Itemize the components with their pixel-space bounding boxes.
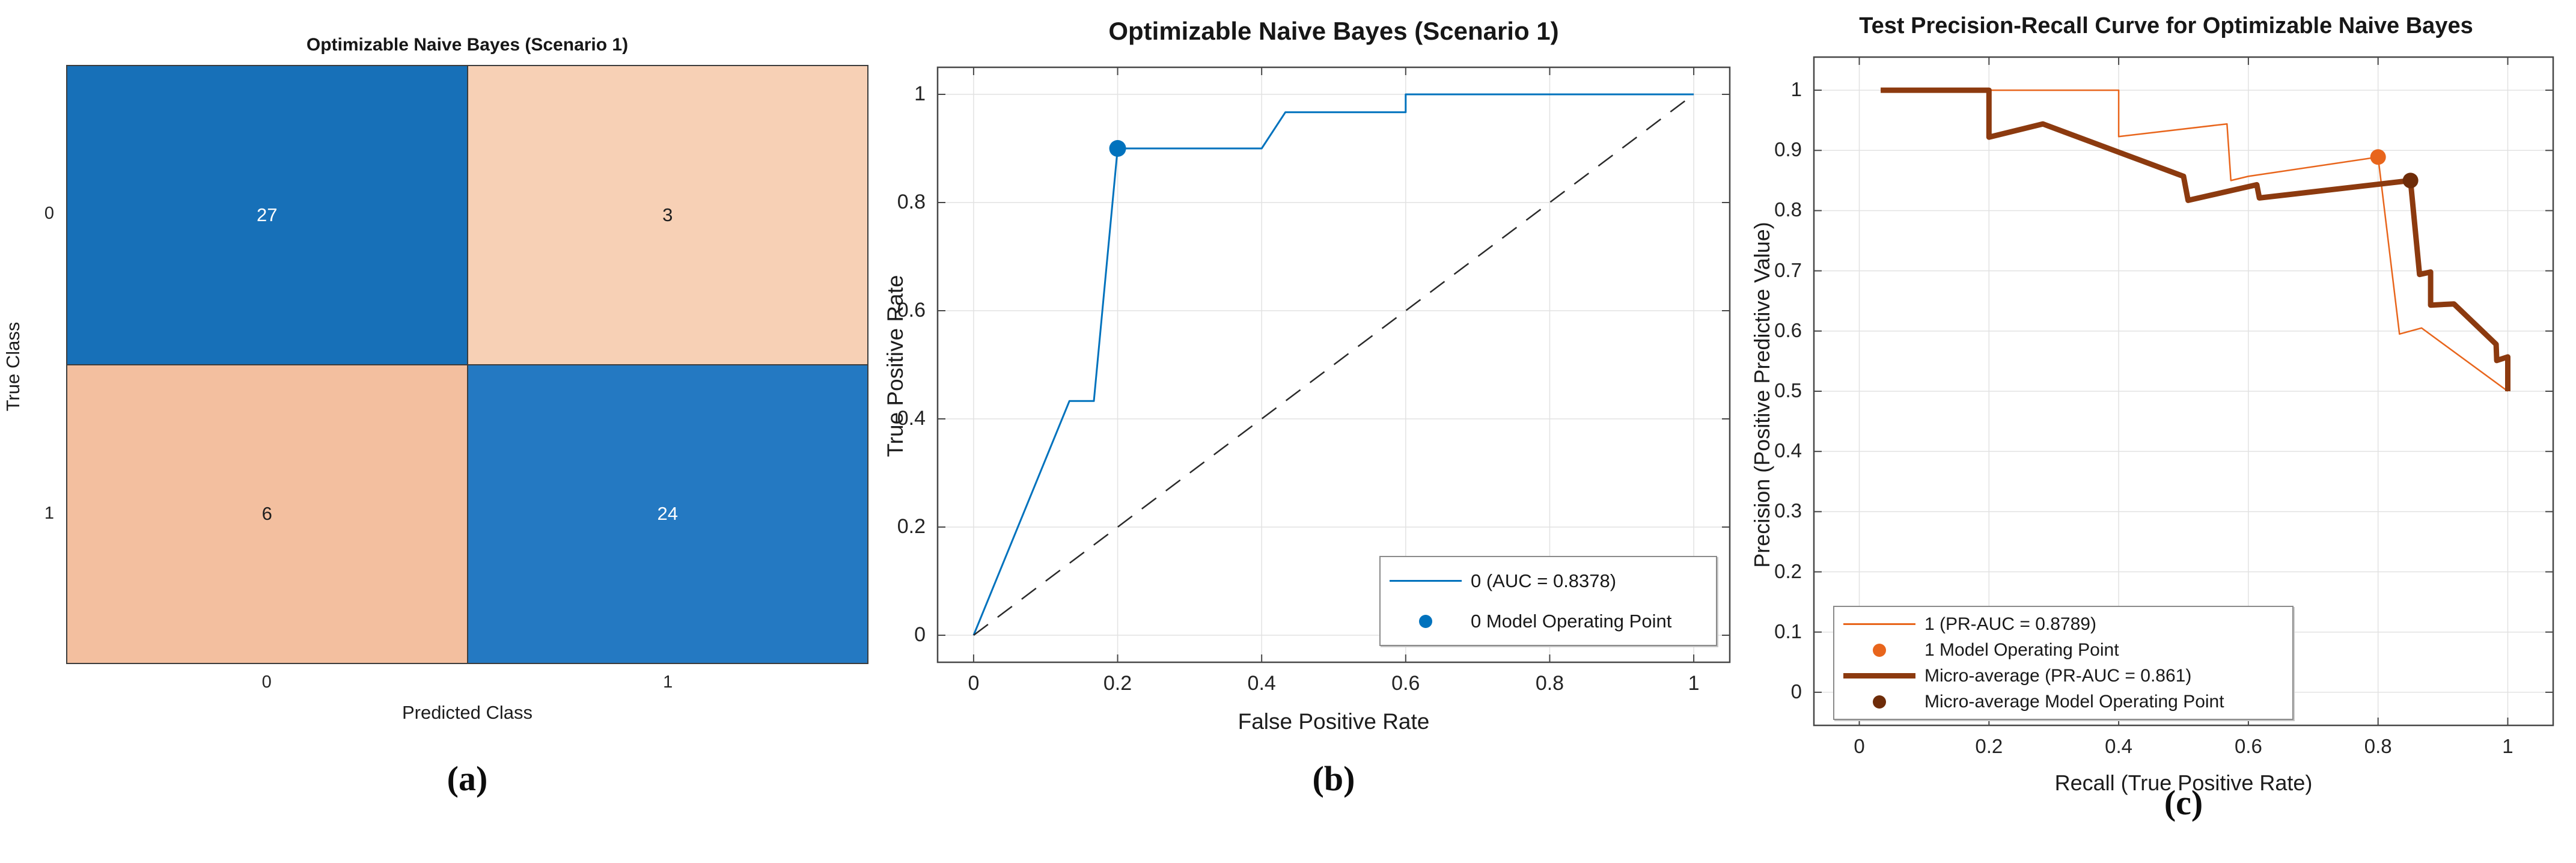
pr-ytick-label: 0.9: [1774, 138, 1802, 161]
confusion-title: Optimizable Naive Bayes (Scenario 1): [306, 35, 629, 55]
roc-ytick-label: 0.4: [897, 407, 926, 430]
pr-ytick-label: 0.4: [1774, 439, 1802, 462]
roc-series-curve: [972, 93, 1694, 636]
roc-series-curve: [973, 94, 1694, 636]
confusion-cell: 24: [468, 365, 867, 663]
roc-ytick-label: 0.6: [897, 299, 926, 322]
pr-xtick-label: 0.6: [2234, 735, 2262, 757]
legend-entry: 1 Model Operating Point: [1834, 637, 2292, 663]
roc-ytick-label: 0.8: [897, 191, 926, 213]
legend-label: 1 (PR-AUC = 0.8789): [1924, 614, 2096, 634]
confusion-cell: 27: [67, 66, 467, 364]
confusion-xtick-label: 0: [261, 672, 272, 692]
legend-entry: 1 (PR-AUC = 0.8789): [1834, 611, 2292, 637]
legend-sample-line: [1834, 673, 1924, 679]
legend-entry: 0 (AUC = 0.8378): [1381, 561, 1716, 601]
confusion-cell: 6: [67, 365, 467, 663]
pr-ytick-label: 0.5: [1774, 379, 1802, 401]
pr-ytick-label: 0.6: [1774, 319, 1802, 341]
legend-label: 0 Model Operating Point: [1471, 610, 1672, 632]
pr-ytick-label: 0.1: [1774, 620, 1802, 642]
roc-ytick-label: 1: [914, 82, 926, 105]
pr-ytick-label: 0.7: [1774, 258, 1802, 281]
confusion-cell: 3: [468, 66, 867, 364]
pr-series-curve: [1881, 89, 2509, 392]
confusion-ytick-label: 0: [44, 204, 54, 224]
pr-plot-canvas: [1813, 56, 2554, 727]
legend-sample-dot: [1834, 643, 1924, 657]
pr-ytick-label: 0.3: [1774, 499, 1802, 522]
roc-xtick-label: 0.2: [1103, 672, 1132, 695]
pr-xtick-label: 0.4: [2105, 735, 2133, 757]
legend-sample-dot: [1381, 614, 1471, 628]
pr-xtick-label: 0.8: [2364, 735, 2392, 757]
roc-title: Optimizable Naive Bayes (Scenario 1): [1108, 17, 1559, 45]
confusion-ylabel: True Class: [2, 322, 23, 412]
legend-label: Micro-average (PR-AUC = 0.861): [1924, 665, 2192, 686]
pr-operating-point-marker: [2370, 149, 2386, 165]
confusion-matrix-grid: 27 3 6 24: [66, 65, 868, 664]
confusion-ytick-label: 1: [44, 503, 54, 523]
pr-ytick-label: 0.2: [1774, 560, 1802, 582]
caption-c: (c): [2164, 783, 2203, 822]
legend-label: Micro-average Model Operating Point: [1924, 691, 2224, 712]
pr-operating-point-marker: [2402, 172, 2419, 189]
roc-xtick-label: 0.8: [1535, 672, 1564, 695]
axes-box: [936, 66, 1731, 663]
roc-xtick-label: 1: [1688, 672, 1700, 695]
legend-label: 0 (AUC = 0.8378): [1471, 570, 1617, 591]
roc-xtick-label: 0.4: [1247, 672, 1276, 695]
legend-sample-line: [1381, 580, 1471, 582]
caption-a: (a): [447, 759, 488, 798]
roc-legend: 0 (AUC = 0.8378) 0 Model Operating Point: [1379, 556, 1717, 646]
pr-ytick-label: 0.8: [1774, 198, 1802, 221]
roc-plot-canvas: [936, 66, 1731, 663]
legend-sample-line: [1834, 623, 1924, 625]
caption-b: (b): [1312, 759, 1355, 798]
roc-ytick-label: 0: [914, 623, 926, 646]
pr-ytick-label: 1: [1790, 78, 1802, 101]
pr-title: Test Precision-Recall Curve for Optimiza…: [1859, 13, 2473, 38]
pr-xlabel: Recall (True Positive Rate): [2054, 770, 2313, 795]
pr-series-curve: [1881, 87, 2510, 391]
roc-xtick-label: 0.6: [1391, 672, 1420, 695]
confusion-xlabel: Predicted Class: [401, 702, 533, 723]
legend-sample-dot: [1834, 695, 1924, 709]
roc-xlabel: False Positive Rate: [1238, 709, 1430, 734]
legend-label: 1 Model Operating Point: [1924, 639, 2119, 660]
roc-ytick-label: 0.2: [897, 515, 926, 538]
roc-operating-point-marker: [1109, 140, 1126, 157]
pr-xtick-label: 0.2: [1975, 735, 2003, 757]
panel-precision-recall-curve: Test Precision-Recall Curve for Optimiza…: [1743, 0, 2576, 863]
legend-entry: 0 Model Operating Point: [1381, 601, 1716, 641]
legend-entry: Micro-average (PR-AUC = 0.861): [1834, 663, 2292, 689]
pr-legend: 1 (PR-AUC = 0.8789) 1 Model Operating Poi…: [1833, 606, 2294, 720]
panel-roc-curve: Optimizable Naive Bayes (Scenario 1) Tru…: [871, 0, 1743, 863]
pr-ytick-label: 0: [1790, 680, 1802, 703]
pr-xtick-label: 1: [2502, 735, 2513, 757]
roc-xtick-label: 0: [968, 672, 980, 695]
panel-confusion-matrix: Optimizable Naive Bayes (Scenario 1) Tru…: [0, 0, 871, 863]
pr-xtick-label: 0: [1854, 735, 1865, 757]
legend-entry: Micro-average Model Operating Point: [1834, 689, 2292, 715]
confusion-xtick-label: 1: [663, 672, 673, 692]
